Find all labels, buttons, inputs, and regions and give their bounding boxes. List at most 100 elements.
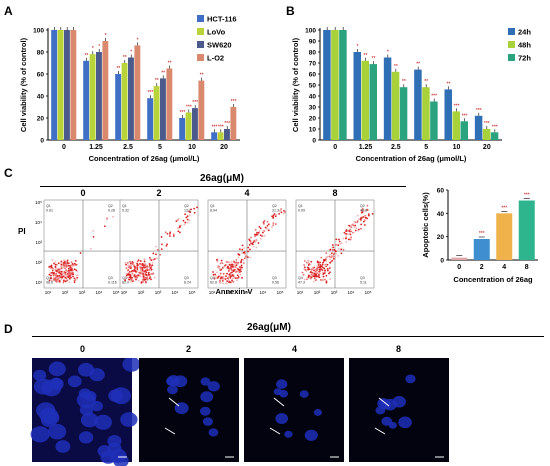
event-dot (274, 215, 277, 218)
event-dot (337, 244, 340, 247)
event-dot (125, 267, 128, 270)
event-dot (126, 269, 129, 272)
event-dot (353, 226, 356, 229)
event-dot (335, 238, 338, 241)
bar (452, 111, 460, 140)
event-dot (346, 233, 349, 236)
event-dot (56, 264, 59, 266)
event-dot (56, 275, 59, 277)
event-dot (350, 236, 353, 239)
event-dot (49, 267, 52, 270)
event-dot (225, 275, 227, 278)
flow-x-tick: 10³ (243, 290, 250, 295)
bar (51, 30, 58, 140)
nucleus (120, 412, 138, 427)
y-tick-label: 60 (437, 188, 445, 195)
event-dot (64, 271, 67, 274)
flow-x-tick: 10⁵ (189, 290, 196, 295)
event-dot (146, 278, 149, 281)
event-dot (274, 223, 277, 225)
x-tick-label: 1.25 (89, 144, 103, 151)
event-dot (131, 260, 134, 263)
event-dot (136, 267, 139, 269)
quadrant-value: 5.32 (122, 209, 129, 213)
event-dot (51, 271, 54, 274)
bar (185, 112, 192, 140)
event-dot (310, 273, 313, 276)
nucleus (49, 378, 64, 390)
flow-plot-label: 4 (244, 188, 249, 198)
significance-mark: * (130, 50, 132, 56)
quadrant-value: 82.0 (122, 281, 129, 285)
flow-x-tick: 10³ (155, 290, 162, 295)
event-dot (220, 276, 223, 279)
event-dot (322, 273, 325, 276)
event-dot (184, 221, 187, 224)
event-dot (128, 278, 130, 281)
event-dot (318, 276, 321, 279)
x-tick-label: 2.5 (123, 144, 133, 151)
event-dot (60, 260, 63, 263)
bar (160, 78, 166, 140)
micro-label-4: 4 (292, 344, 298, 354)
event-dot (313, 274, 315, 276)
event-dot (247, 250, 249, 253)
event-dot (325, 260, 328, 262)
event-dot (136, 262, 138, 265)
y-tick-label: 0 (312, 138, 316, 145)
event-dot (68, 277, 71, 280)
event-dot (329, 253, 331, 256)
event-dot (329, 258, 332, 261)
bar (57, 30, 64, 140)
event-dot (315, 271, 318, 274)
event-dot (312, 267, 315, 269)
event-dot (328, 272, 330, 275)
bar (451, 257, 468, 260)
event-dot (69, 269, 72, 271)
event-dot (352, 231, 355, 234)
event-dot (266, 220, 269, 223)
event-dot (66, 279, 69, 282)
event-dot (153, 276, 156, 279)
event-dot (219, 268, 222, 271)
event-dot (140, 263, 143, 266)
event-dot (229, 276, 232, 279)
event-dot (128, 264, 131, 267)
quadrant-name: Q1 (46, 204, 51, 208)
significance-mark: * (105, 33, 107, 39)
event-dot (50, 266, 53, 269)
event-dot (247, 246, 250, 249)
event-dot (242, 262, 245, 265)
nucleus (375, 406, 386, 415)
event-dot (169, 231, 172, 234)
event-dot (68, 275, 71, 277)
event-dot (332, 253, 335, 256)
event-dot (284, 211, 286, 213)
y-axis-label: Cell viability (% of control) (19, 37, 28, 132)
event-dot (71, 269, 74, 272)
event-dot (230, 265, 233, 268)
event-dot (144, 262, 147, 265)
flow-y-axis-label: PI (18, 227, 26, 236)
y-tick-label: 100 (33, 28, 44, 35)
significance-mark: ** (372, 56, 376, 62)
nucleus (55, 440, 71, 453)
event-dot (254, 239, 257, 242)
event-dot (248, 239, 251, 242)
y-tick-label: 100 (305, 28, 316, 35)
significance-mark: ** (416, 62, 420, 68)
significance-mark: ** (394, 64, 398, 70)
event-dot (367, 214, 370, 217)
bar (147, 98, 154, 140)
significance-mark: *** (147, 90, 153, 96)
event-dot (320, 268, 322, 271)
event-dot (334, 250, 337, 252)
y-tick-label: 90 (309, 39, 317, 46)
event-dot (178, 226, 181, 229)
event-dot (243, 251, 246, 254)
event-dot (145, 264, 148, 267)
event-dot (66, 276, 68, 279)
event-dot (237, 253, 240, 255)
event-dot (267, 223, 270, 226)
bar (83, 60, 90, 140)
